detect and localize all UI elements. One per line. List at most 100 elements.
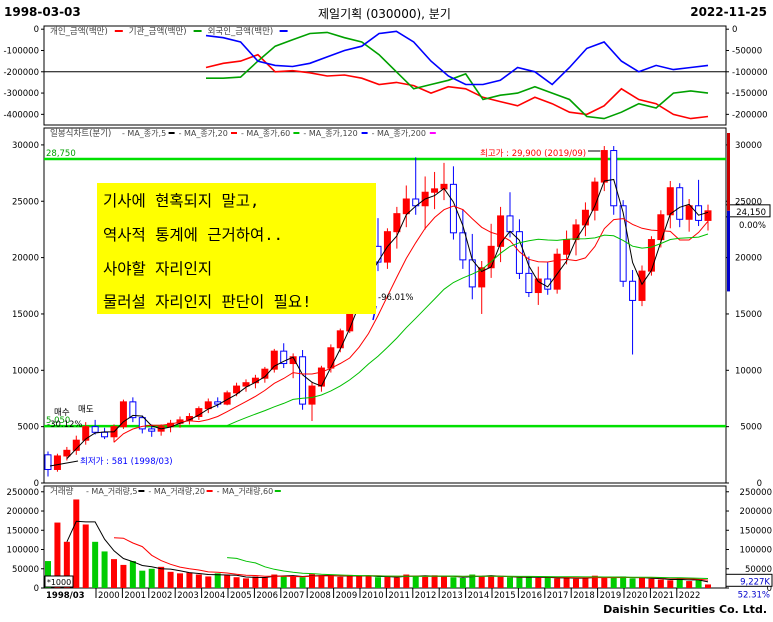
volume-bar <box>120 564 127 588</box>
ma-close-20-line <box>113 205 709 443</box>
volume-bar <box>375 577 381 588</box>
p2-right-tick-label: 30000 <box>735 141 762 151</box>
pct-annotation: -96.01% <box>378 293 413 303</box>
candle-body <box>327 347 335 369</box>
p1-legend-item: 개인_금액(백만) <box>50 26 108 37</box>
buy-annotation: 매수 <box>54 408 70 418</box>
volume-bar <box>111 559 117 588</box>
x-tick-label: 2019 <box>600 591 622 601</box>
volume-bar <box>601 577 608 588</box>
p3-legend-swatch <box>274 490 281 492</box>
x-tick-label: 2007 <box>283 591 305 601</box>
volume-bar <box>620 576 627 588</box>
p2-legend-swatch <box>231 132 237 134</box>
last-price-badge <box>725 204 771 218</box>
last-volume-label: 9,227K <box>740 577 770 587</box>
last-price-label: 24,150 <box>736 208 766 218</box>
candle-body <box>534 278 542 294</box>
candle-body <box>685 205 693 220</box>
x-tick-label: 2008 <box>309 591 331 601</box>
p1-right-tick-label: -100000 <box>732 68 768 78</box>
volume-bar <box>582 577 589 588</box>
volume-bar <box>252 576 259 588</box>
volume-bar <box>488 575 495 588</box>
volume-bar <box>695 580 702 588</box>
volume-bar <box>224 575 231 588</box>
candle-body <box>581 209 589 226</box>
volume-unit-label: *1000 <box>47 578 71 587</box>
note-line-2: 역사적 통계에 근거하여.. <box>103 226 283 244</box>
p2-title: 일봉식차트(분기) <box>50 129 111 139</box>
candle-body <box>619 205 627 282</box>
x-tick-label: 2020 <box>626 591 648 601</box>
note-line-3: 사야할 자리인지 <box>103 260 213 278</box>
volume-bar <box>63 541 70 588</box>
volume-bar <box>356 576 363 588</box>
x-tick-label: 2011 <box>388 591 410 601</box>
candle-body <box>497 215 505 247</box>
last-change-label: 0.00% <box>739 221 766 231</box>
p2-left-tick-label: 0 <box>34 479 39 489</box>
volume-bar <box>507 577 513 588</box>
volume-bar <box>705 584 711 588</box>
candle-body <box>638 270 646 301</box>
candle-body <box>53 455 61 470</box>
unit-badge <box>44 575 74 588</box>
candle-body <box>101 431 109 438</box>
candle-body <box>553 253 561 290</box>
p3-right-tick-label: 50000 <box>745 565 772 575</box>
volume-bar <box>686 581 693 588</box>
volume-bar <box>629 578 636 588</box>
panel-frame-1 <box>43 25 727 126</box>
p1-left-tick-label: 0 <box>34 25 39 35</box>
end-date: 2022-11-25 <box>690 5 767 19</box>
volume-bar <box>177 573 183 588</box>
volume-bar <box>667 580 674 588</box>
p2-right-tick-label: 25000 <box>735 197 762 207</box>
start-date: 1998-03-03 <box>4 5 81 19</box>
candle-body <box>242 382 250 387</box>
volume-bar <box>54 522 61 588</box>
candle-body <box>91 426 99 433</box>
x-tick-label: 2009 <box>336 591 358 601</box>
p2-left-tick-label: 25000 <box>12 197 39 207</box>
ma-close-5-line <box>66 178 709 459</box>
volume-bar <box>195 574 202 588</box>
x-tick-label: 2014 <box>468 591 490 601</box>
x-tick-label: 2018 <box>573 591 595 601</box>
guide-line-label-1: 28,750 <box>46 149 76 159</box>
candle-body <box>544 278 552 290</box>
ma-volume-60-line <box>227 557 709 579</box>
p3-right-tick-label: 250000 <box>740 488 772 498</box>
volume-bar <box>544 577 551 588</box>
p1-left-tick-label: -300000 <box>3 89 39 99</box>
candle-body <box>280 350 288 365</box>
candle-body <box>695 205 703 221</box>
x-tick-label: 2010 <box>362 591 384 601</box>
p3-left-tick-label: 0 <box>34 584 39 594</box>
candle-body <box>629 280 637 301</box>
candle-body <box>299 356 307 405</box>
p3-legend-item: - MA_거래량,20 <box>148 486 205 496</box>
p2-legend-item: - MA_종가,60 <box>241 129 290 138</box>
x-tick-label: 2013 <box>441 591 463 601</box>
p3-right-tick-label: 100000 <box>740 546 772 556</box>
candle-body <box>63 449 71 457</box>
volume-bar <box>148 568 155 588</box>
x-tick-label: 2004 <box>204 591 226 601</box>
volume-bar <box>403 574 410 588</box>
volume-bar <box>676 578 683 588</box>
volume-bar <box>327 576 334 588</box>
p3-legend-item: - MA_거래량,5 <box>86 486 138 496</box>
low-arrow <box>49 460 79 467</box>
volume-bar <box>563 577 570 588</box>
x-tick-label: 2022 <box>679 591 701 601</box>
p2-right-tick-label: 20000 <box>735 254 762 264</box>
candle-body <box>44 454 52 470</box>
candle-body <box>478 267 486 288</box>
volume-bar <box>290 576 297 588</box>
candle-body <box>233 385 241 394</box>
volume-bar <box>657 579 664 588</box>
volume-bar <box>497 576 504 588</box>
